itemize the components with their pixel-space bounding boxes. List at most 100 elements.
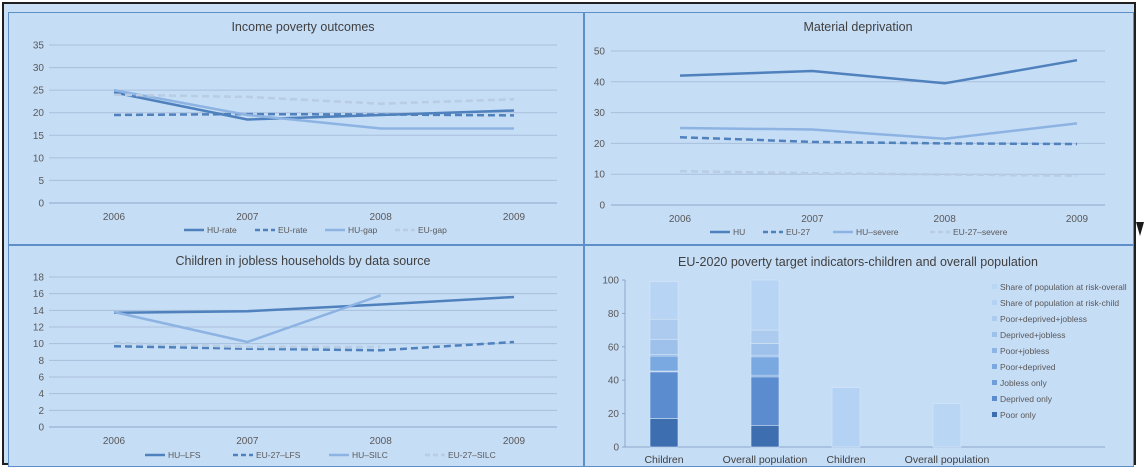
y-tick-label: 40 [594, 77, 606, 88]
series-line-eu-rate [113, 112, 515, 117]
series-line-eu-27 [679, 135, 1078, 146]
chart-title: Income poverty outcomes [231, 20, 374, 34]
legend-swatch [992, 300, 997, 305]
corner-arrow-mark [1136, 222, 1144, 236]
y-tick-label: 8 [38, 356, 44, 367]
y-tick-label: 35 [33, 41, 45, 52]
children-jobless-chart: Children in jobless households by data s… [33, 254, 557, 460]
legend-label: EU-27–severe [953, 227, 1008, 237]
x-category-label: Children [644, 454, 683, 466]
legend-label: HU-rate [207, 225, 237, 235]
x-tick-label: 2007 [236, 212, 259, 223]
series-line-hu [679, 58, 1078, 85]
bar-segment [649, 418, 679, 448]
legend-label: Poor only [1000, 410, 1037, 420]
legend-label: EU-27–SILC [448, 450, 496, 460]
legend-label: Poor+jobless [1000, 346, 1049, 356]
legend-swatch [992, 332, 997, 337]
y-tick-label: 14 [33, 306, 45, 317]
y-tick-label: 5 [38, 176, 44, 187]
legend-swatch [992, 284, 997, 289]
bar-segment [649, 281, 679, 320]
bar-segment [649, 371, 679, 419]
y-tick-label: 10 [594, 170, 606, 181]
series-line-eu-gap [113, 93, 515, 105]
y-tick-label: 80 [608, 309, 620, 320]
legend-label: Poor+deprived+jobless [1000, 314, 1087, 324]
y-tick-label: 0 [599, 201, 605, 212]
legend-swatch [992, 412, 997, 417]
y-tick-label: 0 [38, 423, 44, 434]
legend-label: EU-27 [786, 227, 810, 237]
bar-segment [750, 356, 780, 376]
legend-label: Deprived+jobless [1000, 330, 1065, 340]
legend-label: Deprived only [1000, 394, 1053, 404]
y-tick-label: 10 [33, 153, 45, 164]
y-tick-label: 6 [38, 373, 44, 384]
series-line-eu-27-lfs [113, 340, 515, 352]
y-tick-label: 30 [33, 63, 45, 74]
y-tick-label: 60 [608, 342, 620, 353]
x-tick-label: 2008 [370, 436, 393, 447]
legend-swatch [992, 348, 997, 353]
series-line-hu-rate [113, 91, 515, 121]
legend-label: HU-gap [348, 225, 378, 235]
legend-label: EU-rate [278, 225, 308, 235]
y-tick-label: 25 [33, 86, 45, 97]
y-tick-label: 20 [33, 108, 45, 119]
eu2020-target-chart: EU-2020 poverty target indicators-childr… [602, 255, 1127, 466]
x-tick-label: 2008 [934, 214, 957, 225]
income-poverty-chart: Income poverty outcomes 0 5 10 15 20 25 30 35 200… [33, 20, 557, 235]
legend-label: Share of population at risk-overall [1000, 282, 1127, 292]
y-tick-label: 20 [594, 139, 606, 150]
x-tick-label: 2009 [503, 212, 526, 223]
y-tick-label: 0 [613, 443, 619, 454]
y-tick-label: 50 [594, 47, 606, 58]
legend-label: HU–severe [856, 227, 899, 237]
bar-segment [750, 376, 780, 426]
legend-swatch [992, 316, 997, 321]
legend-label: EU-gap [418, 225, 447, 235]
x-tick-label: 2006 [103, 436, 126, 447]
y-tick-label: 0 [38, 199, 44, 210]
y-tick-label: 2 [38, 406, 44, 417]
legend-swatch [992, 380, 997, 385]
series-line-eu-27-silc [113, 341, 381, 349]
y-tick-label: 40 [608, 376, 620, 387]
bar-segment [649, 338, 679, 355]
series-line-eu-27-severe [679, 169, 1078, 177]
chart-title: Children in jobless households by data s… [175, 254, 430, 268]
bar-segment [750, 343, 780, 356]
bar-segment [649, 318, 679, 340]
legend-label: HU [733, 227, 745, 237]
bar-segment [649, 355, 679, 372]
panel-material-deprivation: Material deprivation 0 10 20 30 40 50 2006 2007 2… [584, 12, 1134, 245]
y-tick-label: 15 [33, 131, 45, 142]
panel-income-poverty: Income poverty outcomes 0 5 10 15 20 25 30 35 200… [8, 12, 584, 245]
series-line-hu-silc [113, 294, 382, 344]
legend-swatch [992, 396, 997, 401]
y-tick-label: 12 [33, 323, 45, 334]
x-tick-label: 2007 [801, 214, 824, 225]
legend-label: EU-27–LFS [256, 450, 301, 460]
y-tick-label: 16 [33, 289, 45, 300]
bar-segment [750, 329, 780, 344]
x-tick-label: 2006 [669, 214, 692, 225]
legend-label: HU–SILC [352, 450, 388, 460]
chart-title: EU-2020 poverty target indicators-childr… [678, 255, 1038, 269]
x-tick-label: 2008 [370, 212, 393, 223]
y-tick-label: 100 [602, 276, 619, 287]
panel-eu2020-target: EU-2020 poverty target indicators-childr… [584, 245, 1134, 467]
x-tick-label: 2009 [1066, 214, 1089, 225]
legend-label: Jobless only [1000, 378, 1048, 388]
chart-title: Material deprivation [803, 20, 912, 34]
series-line-hu-severe [679, 122, 1078, 141]
material-deprivation-chart: Material deprivation 0 10 20 30 40 50 2006 2007 2… [594, 20, 1105, 237]
legend-label: HU–LFS [168, 450, 201, 460]
x-tick-label: 2009 [503, 436, 526, 447]
x-tick-label: 2007 [236, 436, 259, 447]
x-category-label: Overall population [905, 454, 990, 466]
y-tick-label: 10 [33, 339, 45, 350]
bar-segment [831, 387, 861, 448]
